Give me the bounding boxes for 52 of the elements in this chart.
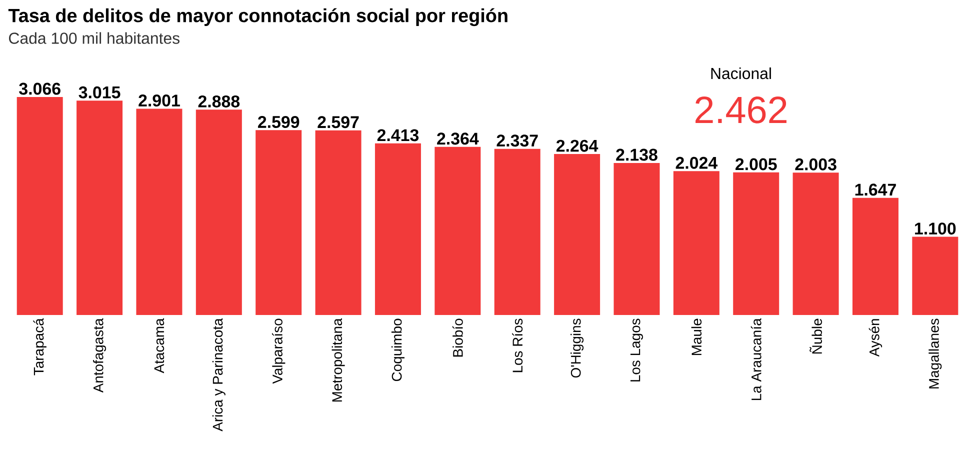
- x-tick-label: Los Lagos: [630, 318, 643, 382]
- data-label: 2.888: [198, 95, 240, 108]
- x-tick-label: Coquimbo: [391, 318, 404, 382]
- chart-subtitle: Cada 100 mil habitantes: [9, 32, 180, 44]
- data-label: 1.647: [855, 184, 896, 196]
- x-tick-label: Antofagasta: [93, 318, 106, 393]
- x-tick-label: Metropolitana: [332, 318, 345, 402]
- text: Nacional: [711, 67, 771, 80]
- data-label: 3.015: [78, 86, 120, 98]
- bar: [554, 154, 600, 315]
- data-label: 2.901: [138, 94, 180, 107]
- bar: [852, 198, 898, 315]
- bar: [614, 162, 660, 315]
- x-tick-label: La Araucanía: [750, 318, 762, 400]
- data-label: 2.264: [556, 140, 598, 152]
- x-tick-label: Valparaíso: [272, 318, 286, 384]
- bar: [196, 110, 242, 315]
- chart-title: Tasa de delitos de mayor connotación social por región: [8, 8, 508, 26]
- data-label: 2.024: [676, 156, 718, 169]
- bar: [494, 148, 540, 315]
- bar: [76, 100, 123, 315]
- bar: [16, 96, 63, 315]
- x-tick-label: Biobío: [452, 318, 463, 357]
- x-tick-label: O'Higgins: [570, 318, 584, 378]
- x-tick-label: Los Ríos: [512, 318, 523, 372]
- data-label: 2.597: [318, 116, 359, 128]
- bar: [256, 130, 302, 315]
- data-label: 2.413: [377, 129, 419, 142]
- data-label: 2.005: [736, 158, 777, 170]
- bar: [374, 143, 421, 315]
- x-tick-label: Magallanes: [928, 318, 942, 388]
- annotation: 2.462: [696, 96, 786, 124]
- data-label: 2.138: [616, 148, 658, 161]
- x-tick-label: Arica y Parinacota: [212, 318, 226, 432]
- bar: [136, 108, 182, 315]
- data-label: 2.003: [795, 158, 836, 170]
- x-tick-label: Maule: [691, 318, 702, 356]
- bar: [912, 236, 958, 315]
- data-label: 2.364: [437, 132, 479, 145]
- data-label: 2.337: [496, 134, 538, 147]
- bar: [434, 146, 481, 315]
- bar: [733, 172, 780, 315]
- data-label: 1.100: [915, 222, 956, 235]
- x-tick-label: Atacama: [154, 318, 164, 374]
- x-tick-label: Tarapacá: [33, 318, 46, 376]
- data-label: 3.066: [19, 82, 60, 95]
- x-tick-label: Ñuble: [810, 318, 822, 354]
- bar: [315, 130, 362, 315]
- bar: [792, 172, 839, 315]
- data-label: 2.599: [258, 116, 300, 128]
- bar: [673, 171, 720, 315]
- x-tick-label: Aysén: [868, 319, 882, 357]
